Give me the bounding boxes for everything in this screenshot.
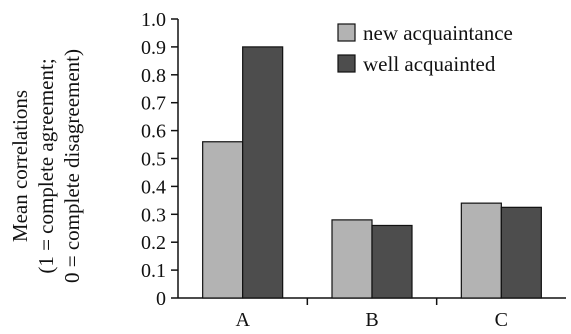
legend-label: well acquainted (363, 52, 496, 76)
y-axis-label: Mean correlations (1 = complete agreemen… (8, 49, 84, 283)
bar-c-well-acquainted (500, 206, 542, 299)
y-tick-label: 0.2 (141, 232, 166, 254)
x-tick-label: B (365, 309, 378, 331)
y-axis-label-line-3: 0 = complete disagreement) (60, 49, 84, 283)
y-tick-label: 0.7 (141, 93, 166, 115)
y-tick-label: 0 (156, 288, 166, 310)
y-tick-label: 1.0 (141, 9, 166, 31)
bar-b-new-acquaintance (331, 219, 373, 299)
bar-a-new-acquaintance (202, 141, 244, 299)
y-tick-label: 0.4 (141, 176, 166, 198)
bar-b-well-acquainted (371, 224, 413, 299)
bar-a-well-acquainted (242, 46, 284, 299)
bars (202, 46, 542, 299)
y-tick-label: 0.9 (141, 37, 166, 59)
y-axis-label-line-2: (1 = complete agreement; (34, 58, 58, 273)
x-tick-label: C (495, 309, 508, 331)
legend-swatch (337, 54, 356, 73)
legend-swatch (337, 23, 356, 42)
bar-c-new-acquaintance (460, 202, 502, 299)
x-tick-label: A (235, 309, 250, 331)
y-tick-label: 0.3 (141, 204, 166, 226)
legend: new acquaintance well acquainted (337, 21, 513, 76)
y-axis-label-line-1: Mean correlations (8, 90, 32, 242)
y-tick-label: 0.5 (141, 149, 166, 171)
axes: 0 0.1 0.2 0.3 0.4 0.5 0.6 0.7 0.8 0.9 1.0 A B C (141, 9, 566, 331)
y-tick-label: 0.6 (141, 121, 166, 143)
y-tick-label: 0.1 (141, 260, 166, 282)
legend-label: new acquaintance (363, 21, 513, 45)
y-tick-label: 0.8 (141, 65, 166, 87)
